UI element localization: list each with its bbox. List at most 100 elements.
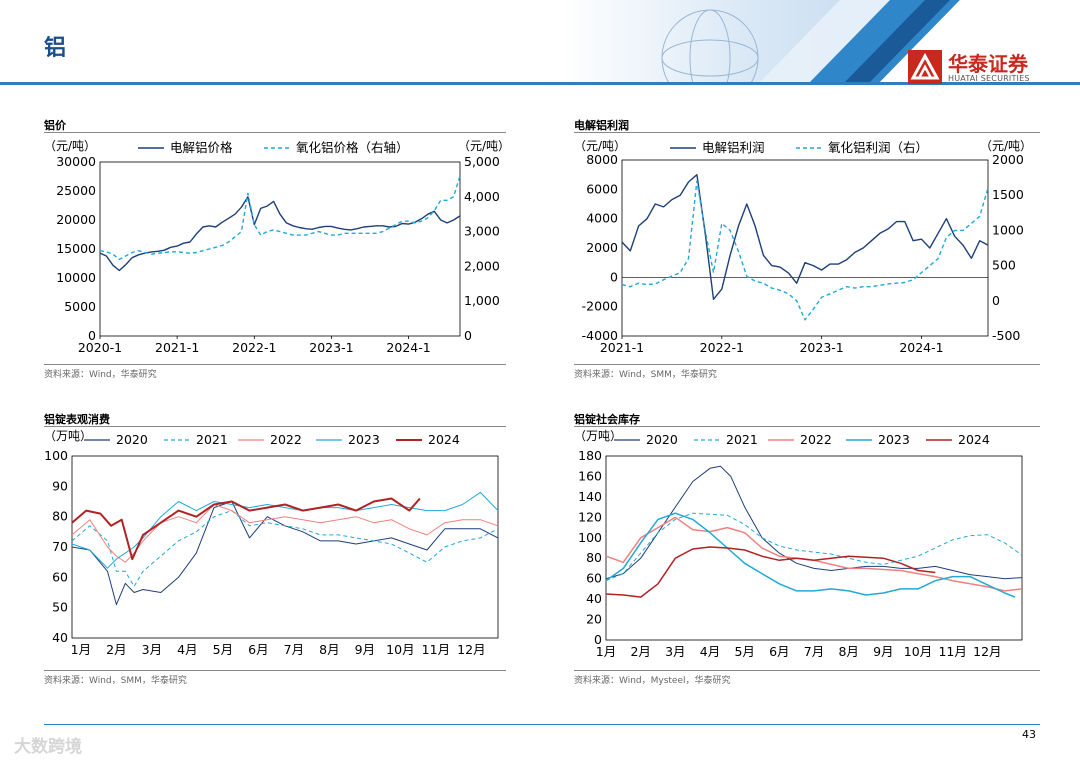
panel1-title: 铝价 [44,119,66,132]
legend-label: 2024 [428,432,460,447]
series-line-2022 [605,516,1023,592]
x-tick-label: 8月 [838,644,858,659]
y-tick-label: 10000 [56,270,96,285]
y-axis-unit: （元/吨） [574,139,626,153]
x-tick-label: 6月 [769,644,789,659]
chart-social-inventory: 0 20 40 60 80 100 120 140 160 180 1月 2月 3月 4月 5月 6月 7月 8月… [574,429,1023,659]
x-tick-label: 12月 [973,644,1001,659]
x-tick-label: 2022-1 [700,340,744,355]
y2-tick-label: 1000 [992,222,1024,237]
series-line-2021 [71,510,499,587]
y-tick-label: 60 [52,569,68,584]
series-line-2022 [71,504,499,563]
plot-frame [99,161,461,337]
panel3-source: 资料来源：Wind，SMM，华泰研究 [44,676,187,686]
x-tick-label: 4月 [177,642,197,657]
panel1-rule [44,132,506,133]
footer-rule [44,724,1040,725]
x-tick-label: 2023-1 [309,340,353,355]
plot-frame [71,455,499,639]
logo-text-en: HUATAI SECURITIES [948,74,1030,83]
y-tick-label: 2000 [586,240,618,255]
y-tick-label: 4000 [586,211,618,226]
y-tick-label: 140 [578,489,602,504]
y-axis-unit: （万吨） [574,429,622,443]
legend-label: 2021 [196,432,228,447]
plot-frame [621,159,989,337]
y2-tick-label: 500 [992,258,1016,273]
x-tick-label: 9月 [873,644,893,659]
legend-label: 2024 [958,432,990,447]
x-tick-label: 6月 [248,642,268,657]
panel1-bottom-rule [44,364,506,365]
y2-axis-unit: （元/吨） [458,139,506,153]
y-tick-label: 80 [586,550,602,565]
series-line-2024 [605,546,936,598]
y-tick-label: 0 [610,269,618,284]
x-tick-label: 10月 [386,642,414,657]
series-line-氧化铝利润（右） [621,180,989,321]
logo-mark-icon [908,50,942,84]
y2-tick-label: 1500 [992,187,1024,202]
brand-logo: 华泰证券 HUATAI SECURITIES [908,50,1048,90]
legend-label: 2020 [646,432,678,447]
y-tick-label: 30000 [56,154,96,169]
page-title: 铝 [44,36,68,61]
y2-tick-label: 2000 [992,152,1024,167]
y-tick-label: 180 [578,448,602,463]
x-tick-label: 2022-1 [232,340,276,355]
x-tick-label: 11月 [938,644,966,659]
x-tick-label: 8月 [319,642,339,657]
y-tick-label: -2000 [582,299,618,314]
y-tick-label: 120 [578,509,602,524]
x-tick-label: 11月 [422,642,450,657]
watermark: 大数跨境 [14,737,82,757]
legend-label: 电解铝利润 [702,140,765,155]
x-tick-label: 2月 [630,644,650,659]
y-tick-label: 25000 [56,183,96,198]
header-rule [0,82,1080,85]
legend-label: 2021 [726,432,758,447]
y-tick-label: 80 [52,509,68,524]
y2-tick-label: -500 [992,328,1020,343]
y-tick-label: 100 [44,448,68,463]
y-tick-label: 0 [88,328,96,343]
legend-label: 2023 [878,432,910,447]
x-tick-label: 2021-1 [155,340,199,355]
series-line-2020 [605,465,1023,580]
chart-apparent-consumption: 40 50 60 70 80 90 100 1月 2月 3月 4月 5月 6月 7月 8月 9月 10月 11月 1… [44,429,499,657]
legend-label: 氧化铝价格（右轴） [296,140,409,155]
series-line-电解铝价格 [99,196,461,272]
y-tick-label: 90 [52,478,68,493]
y2-tick-label: 3,000 [464,224,500,239]
x-tick-label: 2024-1 [386,340,430,355]
legend-label: 2022 [800,432,832,447]
panel1-source: 资料来源：Wind，华泰研究 [44,370,157,380]
panel3-rule [44,426,506,427]
header-decoration [560,0,1080,107]
x-tick-label: 3月 [665,644,685,659]
y-tick-label: 8000 [586,152,618,167]
x-tick-label: 7月 [284,642,304,657]
series-line-2023 [71,491,499,569]
x-tick-label: 2023-1 [799,340,843,355]
panel3-title: 铝锭表观消费 [44,413,110,426]
y-tick-label: 70 [52,539,68,554]
series-line-2023 [605,512,1016,598]
y-tick-label: 60 [586,571,602,586]
y2-tick-label: 5,000 [464,154,500,169]
y-tick-label: 50 [52,600,68,615]
y2-tick-label: 0 [992,293,1000,308]
x-tick-label: 2月 [106,642,126,657]
y-tick-label: 40 [52,630,68,645]
x-tick-label: 5月 [213,642,233,657]
x-tick-label: 5月 [734,644,754,659]
y-tick-label: 20 [586,612,602,627]
y-tick-label: 20000 [56,212,96,227]
panel2-source: 资料来源：Wind，SMM，华泰研究 [574,370,717,380]
y-tick-label: -4000 [582,328,618,343]
series-line-2020 [71,501,499,606]
panel2-title: 电解铝利润 [574,119,629,132]
x-tick-label: 12月 [457,642,485,657]
legend-label: 2020 [116,432,148,447]
